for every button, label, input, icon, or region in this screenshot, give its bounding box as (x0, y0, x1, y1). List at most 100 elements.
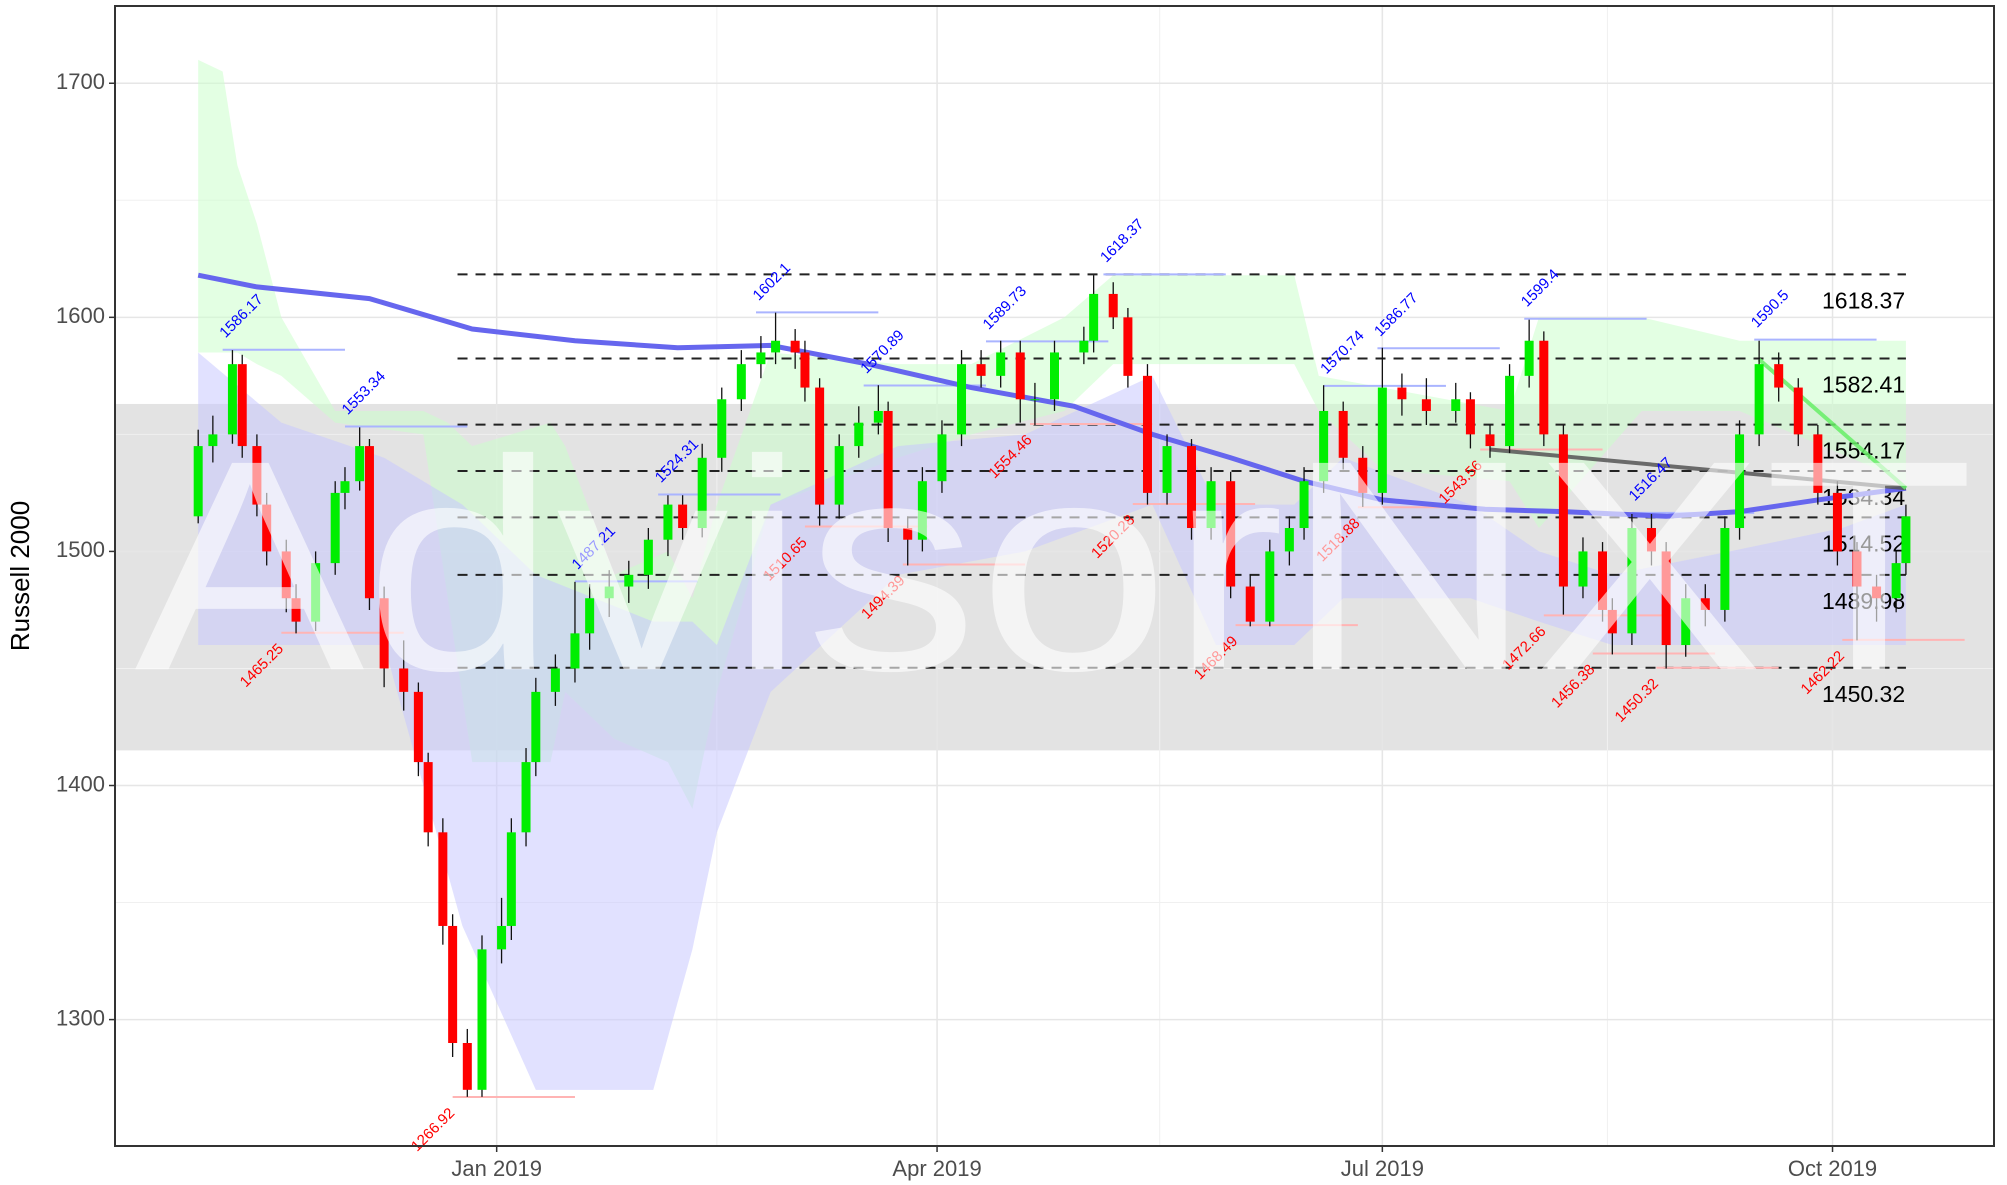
peak-label: 1599.4 (1518, 266, 1562, 310)
candle-body (957, 364, 967, 435)
candle-body (355, 446, 365, 482)
candle-body (1338, 410, 1348, 458)
peak-label: 1570.74 (1317, 327, 1367, 377)
candle-body (1015, 352, 1025, 400)
candle-body (1485, 434, 1495, 447)
candle-body (1558, 434, 1568, 587)
candle-body (771, 340, 781, 353)
candle-body (448, 925, 458, 1044)
candle-body (815, 387, 825, 505)
x-tick-label: Apr 2019 (892, 1156, 981, 1181)
candle-body (399, 668, 409, 692)
candle-body (1123, 317, 1133, 376)
level-label: 1489.98 (1822, 588, 1905, 614)
x-tick-label: Jul 2019 (1341, 1156, 1424, 1181)
candle-body (1891, 563, 1901, 599)
x-tick-label: Oct 2019 (1788, 1156, 1877, 1181)
candle-body (1079, 340, 1089, 353)
cloud (198, 352, 1906, 1090)
candle-body (1832, 492, 1842, 552)
y-tick-label: 1600 (56, 303, 105, 328)
candle-body (311, 563, 321, 622)
candle-body (423, 762, 433, 833)
candle-body (1245, 586, 1255, 622)
candle-body (497, 925, 507, 950)
candle-body (1646, 528, 1656, 552)
candle-body (1451, 399, 1461, 411)
candle-body (462, 1043, 472, 1090)
candle-body (678, 504, 688, 529)
y-tick-label: 1700 (56, 69, 105, 94)
candle-body (262, 504, 272, 552)
candle-body (1681, 598, 1691, 646)
candle-body (1793, 387, 1803, 435)
candle-body (624, 574, 634, 587)
candle-body (976, 364, 986, 376)
candle-body (364, 446, 374, 599)
candle-body (663, 504, 673, 540)
candle-body (717, 399, 727, 458)
candle-body (1187, 446, 1197, 529)
candle-body (756, 352, 766, 365)
peak-label: 1602.1 (750, 260, 794, 304)
trendline (1757, 357, 1908, 490)
candle-body (237, 364, 247, 447)
candle-body (1421, 399, 1431, 411)
candle-body (736, 364, 746, 400)
candle-body (550, 668, 560, 692)
candle-body (291, 598, 301, 622)
candle-body (330, 492, 340, 564)
candle-body (1578, 551, 1588, 587)
candle-body (521, 762, 531, 833)
candle-body (1598, 551, 1608, 610)
candle-body (643, 539, 653, 575)
candle-body (585, 598, 595, 634)
candle-body (883, 410, 893, 529)
candle-body (1299, 481, 1309, 529)
watermark: AdvisorNXT (135, 397, 1975, 733)
candle-body (252, 446, 262, 505)
level-label: 1618.37 (1822, 287, 1905, 313)
candle-body (1397, 387, 1407, 400)
candle-body (570, 633, 580, 669)
candle-body (208, 434, 218, 447)
candle-body (1050, 352, 1059, 400)
plot-frame (114, 5, 1995, 1147)
candle-body (1607, 609, 1617, 634)
candle-body (1206, 481, 1216, 529)
candle-body (1735, 434, 1745, 529)
candle-body (790, 340, 800, 353)
level-label: 1450.32 (1822, 681, 1905, 707)
candle-body (477, 949, 487, 1090)
candle-body (1265, 551, 1275, 622)
candle-body (531, 691, 541, 763)
candle-body (854, 422, 864, 447)
candle-body (281, 551, 291, 599)
candle-body (193, 446, 203, 517)
candle-body (1627, 528, 1637, 634)
y-tick-label: 1400 (56, 771, 105, 796)
candle-body (1284, 528, 1294, 552)
candle-body (873, 410, 883, 423)
y-axis-label: Russell 2000 (5, 501, 35, 651)
level-label: 1582.41 (1822, 372, 1905, 398)
candle-body (1720, 528, 1730, 610)
candle-body (1700, 598, 1710, 610)
candle-body (1813, 434, 1823, 493)
peak-label: 1618.37 (1097, 216, 1147, 266)
candle-body (1108, 293, 1118, 318)
candle-body (903, 528, 913, 540)
candle-body (996, 352, 1006, 376)
candle-body (1142, 375, 1152, 493)
candle-body (1524, 340, 1534, 376)
candle-body (506, 832, 516, 926)
peak-label: 1586.77 (1371, 290, 1421, 340)
candle-body (1358, 457, 1368, 493)
candle-body (1901, 516, 1911, 564)
candle-body (1872, 586, 1882, 599)
candle-body (604, 586, 614, 599)
candle-body (227, 364, 237, 435)
candle-body (1319, 410, 1329, 482)
candle-body (1539, 340, 1549, 435)
